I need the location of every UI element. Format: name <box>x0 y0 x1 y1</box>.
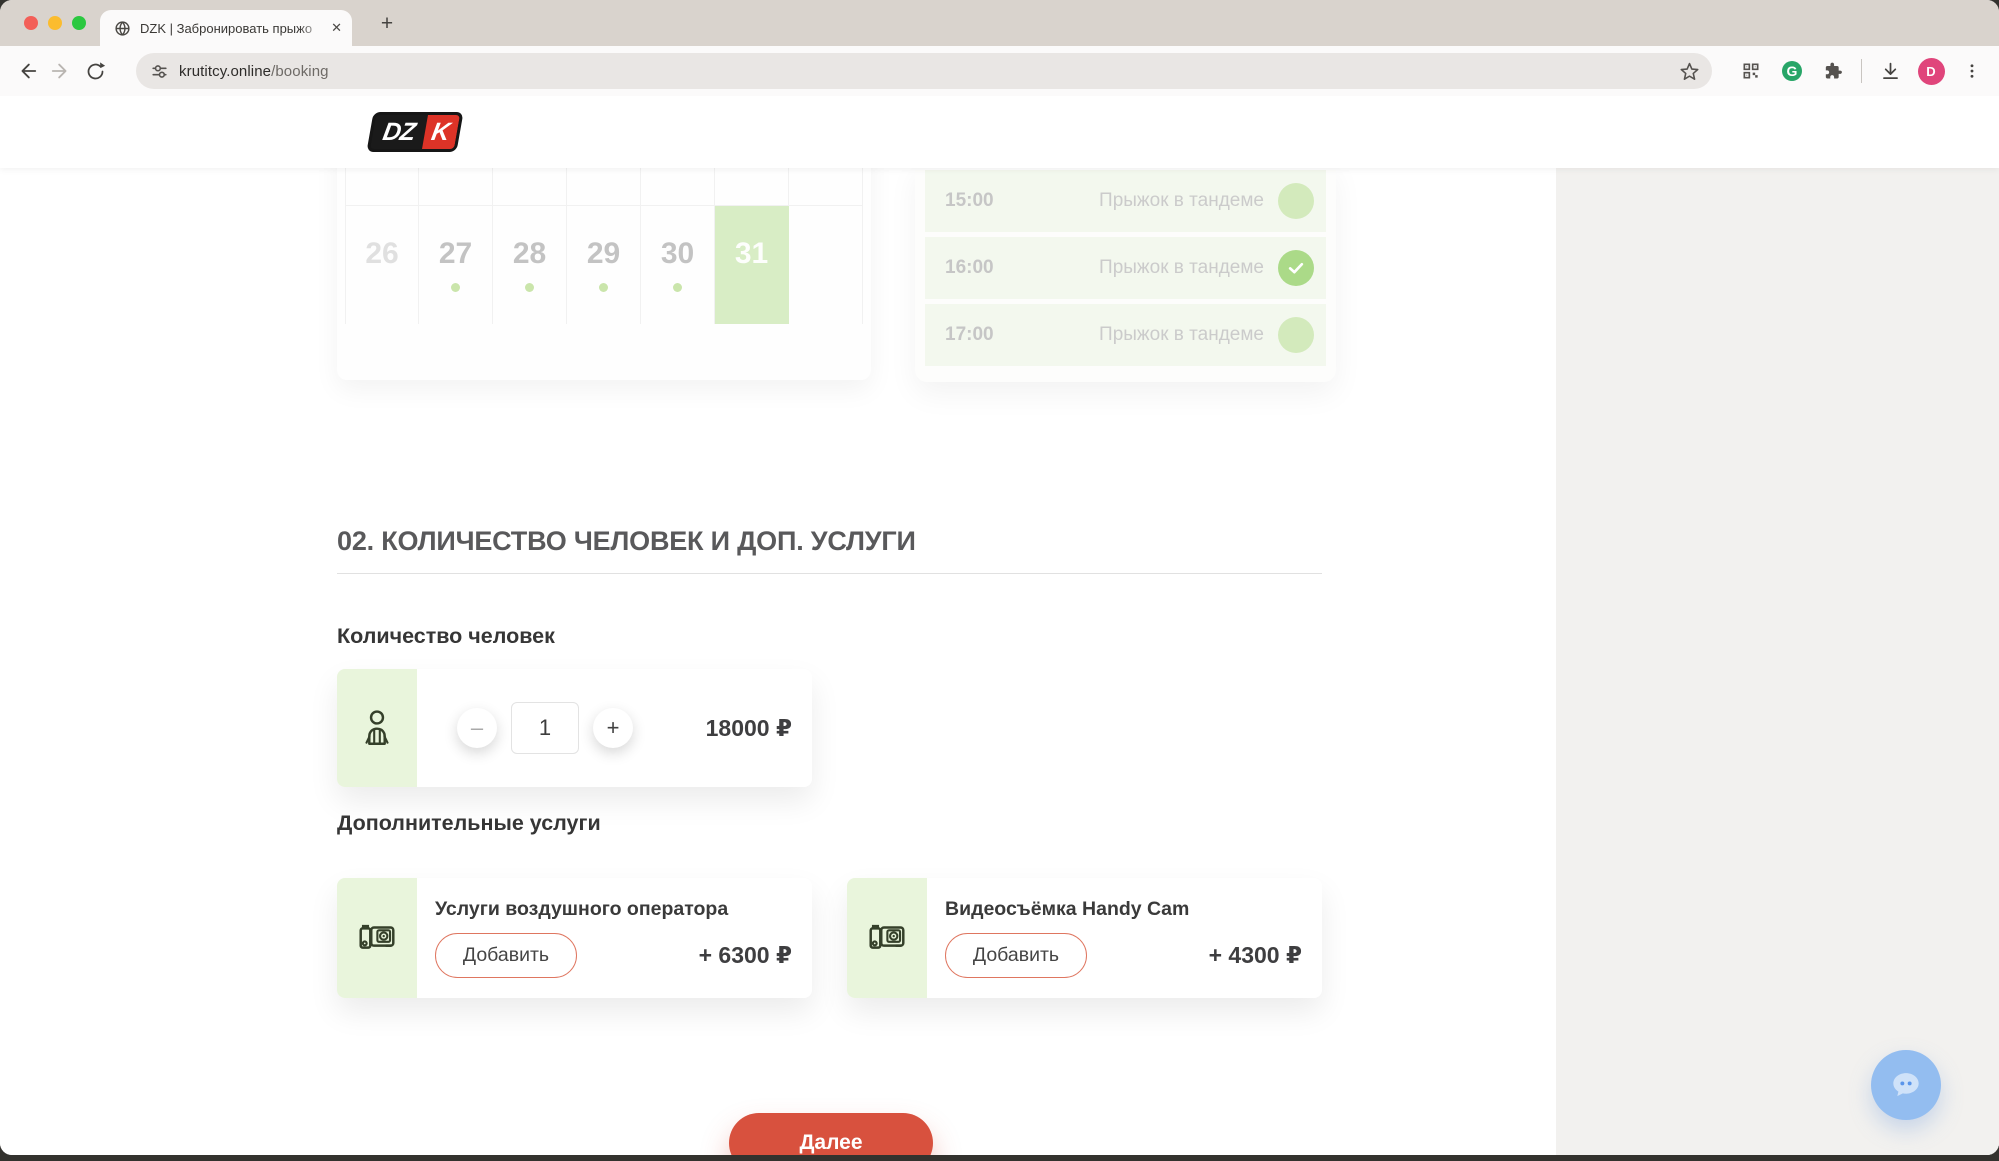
card-icon-strip <box>337 878 417 998</box>
service-title: Видеосъёмка Handy Cam <box>945 898 1190 920</box>
globe-favicon-icon <box>115 20 130 36</box>
next-step-button[interactable]: Далее <box>729 1113 933 1155</box>
window-controls <box>24 16 86 30</box>
calendar-day[interactable]: 28 <box>493 206 567 324</box>
chat-bubble-icon <box>1893 1073 1919 1097</box>
action-camera-icon <box>359 924 395 949</box>
browser-tab[interactable]: DZK | Забронировать прыжо ✕ <box>100 10 352 46</box>
address-bar[interactable]: krutitcy.online/booking <box>136 53 1712 89</box>
downloads-button[interactable] <box>1873 54 1907 88</box>
time-slot[interactable]: 15:00 Прыжок в тандеме <box>925 170 1326 232</box>
browser-toolbar: krutitcy.online/booking G <box>0 46 1999 96</box>
slot-time: 16:00 <box>945 257 994 278</box>
reload-button[interactable] <box>78 54 112 88</box>
people-price: 18000 ₽ <box>705 714 792 741</box>
reload-icon <box>87 61 105 79</box>
people-count-label: Количество человек <box>337 624 555 648</box>
page-content: 19 20 21 22 23 24 25 26 27 28 29 30 31 1… <box>0 96 1999 1155</box>
availability-dot <box>673 282 682 292</box>
close-tab-icon[interactable]: ✕ <box>331 20 342 35</box>
new-tab-button[interactable]: + <box>380 12 394 35</box>
slot-status-icon[interactable] <box>1278 317 1314 353</box>
section-divider <box>337 573 1322 574</box>
bookmark-star-icon[interactable] <box>1679 61 1700 82</box>
slot-check-icon[interactable] <box>1278 250 1314 286</box>
availability-dot <box>525 282 534 292</box>
service-price: + 6300 ₽ <box>698 942 792 968</box>
profile-avatar[interactable]: D <box>1914 54 1948 88</box>
chat-widget-button[interactable] <box>1871 1050 1941 1120</box>
slot-time: 17:00 <box>945 324 994 345</box>
forward-arrow-icon <box>51 63 67 79</box>
people-count-input[interactable] <box>511 702 579 754</box>
service-title: Услуги воздушного оператора <box>435 898 729 920</box>
calendar-day[interactable]: 26 <box>345 206 419 324</box>
tab-title: DZK | Забронировать прыжо <box>140 20 326 36</box>
availability-dot <box>451 282 460 292</box>
toolbar-separator <box>1861 59 1862 83</box>
section-2-heading: 02. КОЛИЧЕСТВО ЧЕЛОВЕК И ДОП. УСЛУГИ <box>337 526 916 556</box>
slot-label: Прыжок в тандеме <box>1099 190 1264 211</box>
page-right-gutter <box>1556 168 1999 1155</box>
browser-menu-dots-icon[interactable] <box>1955 54 1989 88</box>
slot-label: Прыжок в тандеме <box>1099 257 1264 278</box>
site-header: DZ K <box>0 96 1999 168</box>
back-arrow-icon <box>21 63 37 79</box>
increase-count-button[interactable]: + <box>593 708 633 748</box>
service-card: Услуги воздушного оператора Добавить + 6… <box>337 878 812 998</box>
time-slot[interactable]: 16:00 Прыжок в тандеме <box>925 237 1326 299</box>
grammarly-extension-icon[interactable]: G <box>1775 54 1809 88</box>
maximize-window-button[interactable] <box>72 16 86 30</box>
service-price: + 4300 ₽ <box>1208 942 1302 968</box>
add-service-button[interactable]: Добавить <box>945 933 1087 978</box>
download-icon <box>1882 62 1898 79</box>
calendar-week-row: 26 27 28 29 30 31 <box>345 206 863 324</box>
calendar-day[interactable]: 29 <box>567 206 641 324</box>
time-slot[interactable]: 17:00 Прыжок в тандеме <box>925 304 1326 366</box>
people-count-card: – + 18000 ₽ <box>337 669 812 787</box>
minimize-window-button[interactable] <box>48 16 62 30</box>
tab-strip: DZK | Забронировать прыжо ✕ + <box>0 0 1999 46</box>
calendar-day[interactable]: 30 <box>641 206 715 324</box>
availability-dot <box>599 282 608 292</box>
action-camera-icon <box>869 924 905 949</box>
dzk-logo[interactable]: DZ K <box>366 112 464 152</box>
back-button[interactable] <box>10 54 44 88</box>
person-icon <box>365 710 389 745</box>
site-settings-tune-icon[interactable] <box>150 62 169 81</box>
card-icon-strip <box>847 878 927 998</box>
add-service-button[interactable]: Добавить <box>435 933 577 978</box>
close-window-button[interactable] <box>24 16 38 30</box>
card-icon-strip <box>337 669 417 787</box>
toolbar-right-icons: G D <box>1734 53 1989 89</box>
extensions-puzzle-icon[interactable] <box>1816 54 1850 88</box>
decrease-count-button[interactable]: – <box>457 708 497 748</box>
calendar-day-empty <box>789 206 863 324</box>
slot-status-icon[interactable] <box>1278 183 1314 219</box>
service-card: Видеосъёмка Handy Cam Добавить + 4300 ₽ <box>847 878 1322 998</box>
qr-code-icon[interactable] <box>1734 54 1768 88</box>
slot-label: Прыжок в тандеме <box>1099 324 1264 345</box>
forward-button[interactable] <box>44 54 78 88</box>
url-text: krutitcy.online/booking <box>179 62 329 80</box>
slot-time: 15:00 <box>945 190 994 211</box>
calendar-day[interactable]: 27 <box>419 206 493 324</box>
time-slots-panel: 15:00 Прыжок в тандеме 16:00 Прыжок в та… <box>915 160 1336 382</box>
extra-services-label: Дополнительные услуги <box>337 811 601 835</box>
calendar-day-selected[interactable]: 31 <box>715 206 789 324</box>
